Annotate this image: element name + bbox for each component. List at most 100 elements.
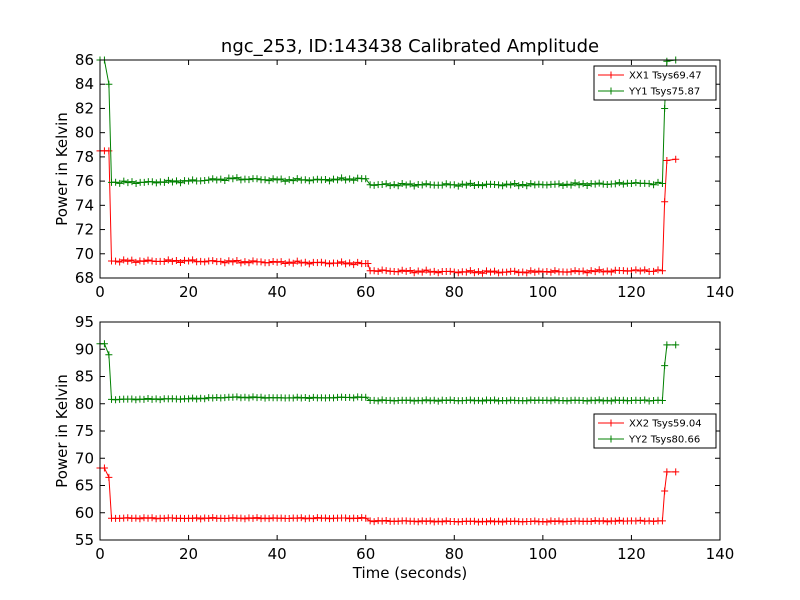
data-point — [641, 396, 649, 404]
data-point — [140, 257, 148, 265]
plot-frame — [99, 59, 721, 279]
data-point — [321, 175, 329, 183]
y-tick-label: 65 — [75, 477, 94, 495]
data-point — [410, 182, 418, 190]
x-tick-label: 20 — [179, 545, 198, 563]
y-tick-label: 90 — [75, 340, 94, 358]
data-point — [164, 256, 172, 264]
data-point — [503, 397, 511, 405]
data-point — [317, 258, 325, 266]
data-point — [321, 514, 329, 522]
data-point — [176, 395, 184, 403]
data-point — [663, 468, 671, 476]
data-point — [587, 267, 595, 275]
data-point — [144, 514, 152, 522]
data-point — [366, 181, 374, 189]
y-tick-label: 85 — [75, 368, 94, 386]
data-point — [185, 395, 193, 403]
data-point — [189, 394, 197, 402]
data-point — [466, 179, 474, 187]
data-point — [313, 175, 321, 183]
y-tick-label: 86 — [75, 51, 94, 69]
data-point — [394, 182, 402, 190]
data-point — [338, 258, 346, 266]
data-point — [321, 259, 329, 267]
data-point — [583, 397, 591, 405]
data-point — [205, 514, 213, 522]
data-point — [398, 266, 406, 274]
data-point — [402, 267, 410, 275]
data-point — [177, 179, 185, 187]
data-point — [293, 175, 301, 183]
y-tick-label: 80 — [75, 395, 94, 413]
data-point — [599, 268, 607, 276]
data-point — [591, 268, 599, 276]
data-point — [487, 268, 495, 276]
data-point — [519, 181, 527, 189]
data-point — [350, 176, 358, 184]
data-point — [495, 269, 503, 277]
data-point — [297, 259, 305, 267]
data-point — [591, 180, 599, 188]
data-point — [422, 180, 430, 188]
data-point — [229, 258, 237, 266]
data-point — [144, 256, 152, 264]
data-point — [394, 268, 402, 276]
legend-marker — [607, 435, 615, 443]
x-tick-label: 40 — [268, 545, 287, 563]
legend-marker — [607, 87, 615, 95]
data-point — [507, 181, 515, 189]
data-point — [185, 257, 193, 265]
x-axis-label: Time (seconds) — [352, 564, 468, 582]
series-1-2 — [96, 56, 680, 190]
data-point — [293, 257, 301, 265]
data-point — [164, 176, 172, 184]
data-point — [201, 177, 209, 185]
data-point — [579, 180, 587, 188]
data-point — [559, 181, 567, 189]
data-point — [301, 258, 309, 266]
data-point — [422, 266, 430, 274]
data-point — [269, 258, 277, 266]
data-point — [181, 256, 189, 264]
data-point — [414, 181, 422, 189]
data-point — [599, 397, 607, 405]
data-point — [611, 180, 619, 188]
data-point — [378, 396, 386, 404]
data-point — [136, 515, 144, 523]
data-point — [555, 180, 563, 188]
chart-panels: 0 20 40 60 80 100 120 140 68 70 72 74 76 78 80 82 84 86 ng… — [53, 36, 734, 582]
data-point — [285, 515, 293, 523]
data-point — [233, 256, 241, 264]
legend: XX2 Tsys59.04 YY2 Tsys80.66 — [593, 413, 717, 449]
y-tick-label: 70 — [75, 449, 94, 467]
data-point — [430, 518, 438, 526]
data-point — [378, 517, 386, 525]
data-point — [470, 269, 478, 277]
data-point — [132, 179, 140, 187]
data-point — [189, 176, 197, 184]
legend-label: YY2 Tsys80.66 — [628, 435, 700, 446]
data-point — [261, 176, 269, 184]
data-point — [619, 396, 627, 404]
data-point — [607, 397, 615, 405]
data-point — [105, 80, 113, 88]
data-point — [603, 518, 611, 526]
data-point — [658, 267, 666, 275]
data-point — [281, 177, 289, 185]
data-point — [309, 176, 317, 184]
data-point — [233, 174, 241, 182]
data-point — [354, 514, 362, 522]
data-point — [603, 267, 611, 275]
data-point — [575, 268, 583, 276]
series-1-1 — [96, 147, 680, 277]
data-point — [301, 394, 309, 402]
data-point — [378, 266, 386, 274]
data-point — [523, 269, 531, 277]
data-point — [619, 180, 627, 188]
data-point — [168, 257, 176, 265]
x-tick-label: 80 — [445, 545, 464, 563]
data-point — [632, 266, 640, 274]
data-point — [285, 258, 293, 266]
data-point — [370, 518, 378, 526]
